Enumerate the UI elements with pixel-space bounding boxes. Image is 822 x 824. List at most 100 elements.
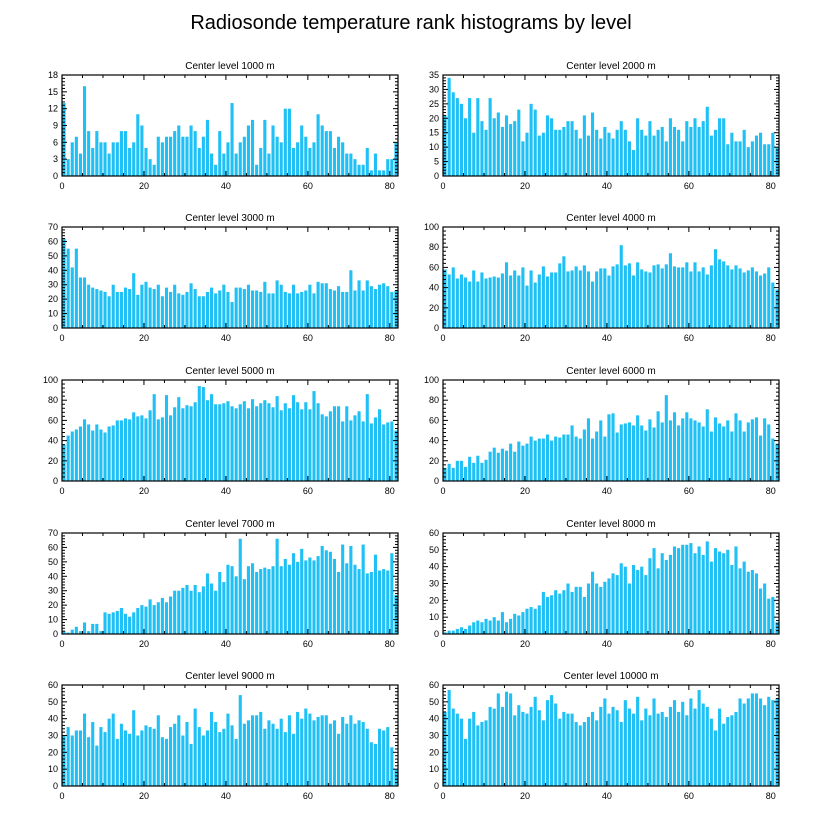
bar <box>201 735 205 786</box>
bar <box>234 738 238 786</box>
y-tick-label: 50 <box>48 557 58 567</box>
bar <box>615 710 619 786</box>
bar <box>214 164 218 176</box>
bar <box>361 544 365 634</box>
bar <box>201 136 205 176</box>
bar <box>353 415 357 481</box>
bar <box>238 287 242 328</box>
bar <box>296 711 300 786</box>
bar <box>361 290 365 328</box>
bar <box>123 613 128 634</box>
bar <box>480 622 484 634</box>
bar <box>345 563 349 634</box>
bar <box>623 265 627 328</box>
x-tick-label: 60 <box>684 486 694 496</box>
bar <box>472 270 476 328</box>
bar <box>603 268 607 328</box>
bar <box>365 394 369 481</box>
bar <box>242 579 246 634</box>
bar <box>205 291 210 328</box>
bar <box>91 623 95 634</box>
bar <box>476 281 480 328</box>
bar <box>373 289 378 328</box>
x-tick-label: 0 <box>59 333 64 343</box>
bar <box>337 286 341 328</box>
x-tick-label: 60 <box>303 639 313 649</box>
bar <box>128 289 132 328</box>
bar <box>599 268 603 328</box>
bar <box>513 121 517 176</box>
bar <box>103 432 107 481</box>
bar <box>693 708 697 786</box>
bar <box>386 286 390 328</box>
bar <box>722 426 726 481</box>
bar <box>677 425 681 481</box>
bar <box>709 135 713 176</box>
bar <box>156 419 160 481</box>
bar <box>513 270 517 328</box>
bar <box>599 706 603 786</box>
bar <box>591 571 595 634</box>
bar <box>627 708 631 786</box>
bar <box>709 431 713 481</box>
bar <box>472 622 476 634</box>
bar <box>95 623 99 634</box>
bar <box>750 693 754 786</box>
bar <box>250 563 255 634</box>
bar <box>337 136 341 176</box>
bar <box>513 715 517 786</box>
bar <box>558 129 562 176</box>
x-tick-label: 0 <box>440 181 445 191</box>
bar <box>488 451 492 481</box>
bar <box>324 283 328 328</box>
bar <box>619 245 623 328</box>
bar <box>136 114 140 176</box>
bar <box>504 622 509 634</box>
bar <box>525 608 529 634</box>
bar <box>279 410 283 481</box>
bar <box>140 284 144 328</box>
bar <box>697 126 701 176</box>
bar <box>218 571 222 634</box>
bar <box>689 126 693 176</box>
bar <box>591 112 595 176</box>
bar <box>226 142 230 176</box>
bar <box>492 617 496 634</box>
x-tick-label: 40 <box>221 181 231 191</box>
bar <box>87 424 91 481</box>
bar <box>373 417 378 481</box>
bar <box>513 451 517 481</box>
bar <box>169 596 173 634</box>
bar <box>70 629 74 634</box>
y-tick-label: 20 <box>48 294 58 304</box>
bar <box>197 727 201 786</box>
bar <box>378 570 382 634</box>
bar <box>463 466 468 481</box>
bar <box>599 138 603 176</box>
panels-container: Center level 1000 m0 20 40 60 800369121518Ce… <box>43 61 780 801</box>
bar <box>82 622 87 634</box>
bar <box>328 131 332 176</box>
bar <box>234 287 238 328</box>
bar <box>722 118 726 176</box>
bar <box>517 109 521 176</box>
bar <box>128 616 132 634</box>
bar <box>66 159 70 176</box>
bar <box>267 569 271 634</box>
bar <box>500 706 504 786</box>
bar <box>382 170 386 176</box>
bar <box>148 599 152 634</box>
bar <box>689 418 693 481</box>
bar <box>640 720 644 786</box>
bar <box>771 438 775 481</box>
bar <box>111 284 115 328</box>
panel-8: Center level 8000 m 0 20 40 60 80 0 10 20 30 40 50 6… <box>429 519 780 649</box>
bar <box>595 583 599 634</box>
bar <box>386 159 390 176</box>
y-tick-label: 50 <box>48 697 58 707</box>
bar <box>210 583 214 634</box>
bar <box>578 138 582 176</box>
y-tick-label: 0 <box>53 476 58 486</box>
bar <box>234 153 238 176</box>
bar <box>554 436 558 481</box>
